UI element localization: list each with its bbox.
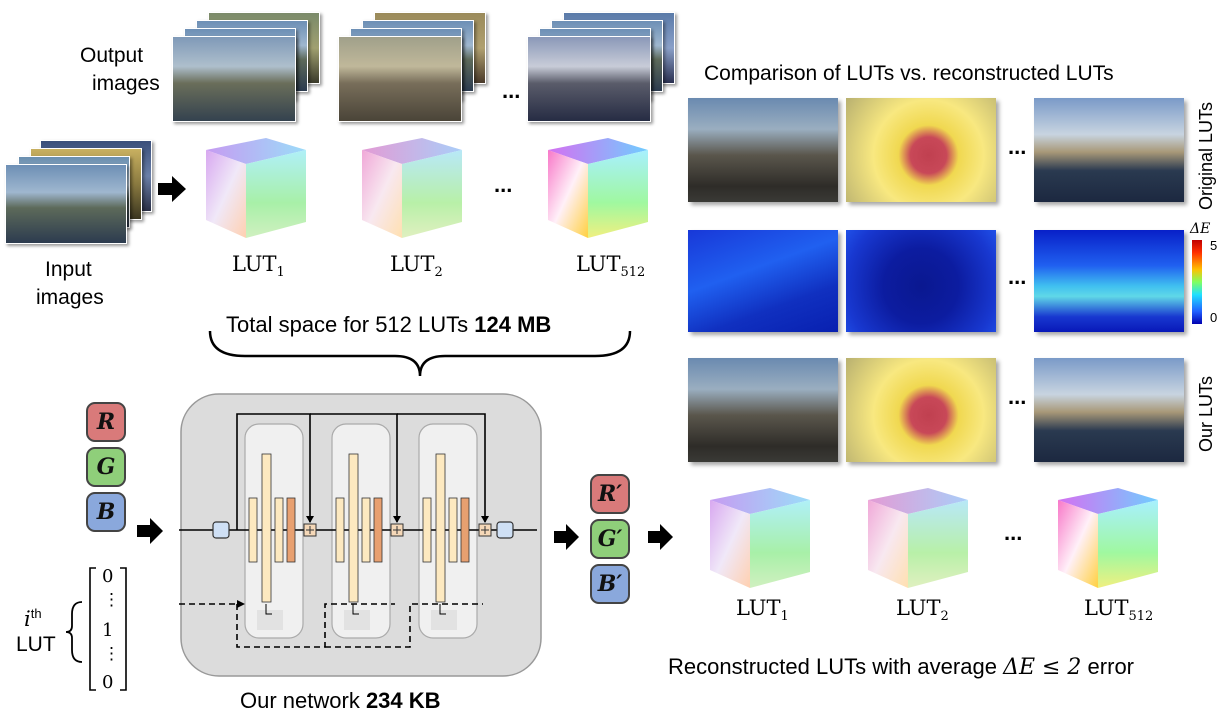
reconstructed-lut-label-1: LUT1	[736, 596, 789, 625]
ellipsis-original: ...	[1008, 134, 1027, 159]
network-caption: Our network 234 KB	[240, 688, 441, 713]
ellipsis-output: ...	[502, 78, 521, 103]
original-flower-image	[846, 98, 996, 202]
left-brace-icon	[65, 601, 83, 663]
arrow-right-icon	[137, 518, 163, 544]
output-image-stack-1	[172, 12, 322, 127]
ellipsis-reconstructed: ...	[1004, 520, 1023, 545]
lut-cube-512	[548, 138, 648, 238]
arrow-right-icon	[554, 524, 579, 550]
output-image-stack-512	[527, 12, 687, 127]
our-luts-label: Our LUTs	[1196, 375, 1216, 452]
delta-e-label: ΔE	[1190, 221, 1211, 237]
vector-entry-0-top: 0	[102, 566, 114, 587]
output-images-label-line1: Output	[80, 44, 144, 67]
r-input-box: R	[86, 402, 126, 442]
vector-dots-bottom: ⋮	[103, 644, 120, 664]
arrow-right-icon	[158, 176, 186, 202]
error-map-city	[1034, 230, 1184, 332]
original-city-image	[1034, 98, 1184, 202]
ellipsis-top-luts: ...	[494, 172, 513, 197]
arrow-right-icon	[648, 524, 673, 550]
lut-cube-2	[362, 138, 462, 238]
vector-brackets	[89, 567, 127, 691]
our-flower-image	[846, 358, 996, 462]
lut-word-label: LUT	[16, 633, 56, 656]
colorbar-max-label: 5	[1210, 238, 1218, 253]
our-city-image	[1034, 358, 1184, 462]
ellipsis-error: ...	[1008, 264, 1027, 289]
comparison-title: Comparison of LUTs vs. reconstructed LUT…	[704, 62, 1114, 85]
vector-entry-0-bottom: 0	[102, 672, 114, 693]
network-diagram	[179, 393, 542, 677]
error-map-flower	[846, 230, 996, 332]
curly-brace-icon	[208, 330, 632, 377]
ith-label: ith	[24, 606, 42, 631]
lut-label-1: LUT1	[232, 252, 285, 281]
original-luts-label: Original LUTs	[1196, 101, 1216, 210]
colorbar-min-label: 0	[1210, 310, 1218, 325]
lut-label-2: LUT2	[390, 252, 443, 281]
b-input-box: B	[86, 492, 126, 532]
reconstructed-lut-cube-512	[1058, 488, 1158, 588]
r-prime-output-box: R′	[590, 474, 630, 514]
input-images-label-line2: images	[36, 286, 104, 309]
vector-dots-top: ⋮	[103, 590, 120, 610]
g-prime-output-box: G′	[590, 519, 630, 559]
g-input-box: G	[86, 447, 126, 487]
lut-cube-1	[206, 138, 306, 238]
reconstructed-lut-cube-2	[868, 488, 968, 588]
ellipsis-ours: ...	[1008, 384, 1027, 409]
input-images-label-line1: Input	[45, 258, 92, 281]
input-image-stack	[0, 140, 152, 250]
error-map-car	[688, 230, 838, 332]
reconstructed-lut-label-512: LUT512	[1084, 596, 1154, 625]
vector-entry-1: 1	[102, 620, 114, 641]
output-image-stack-2	[338, 12, 488, 127]
original-car-image	[688, 98, 838, 202]
output-images-label-line2: images	[92, 72, 160, 95]
total-space-caption: Total space for 512 LUTs 124 MB	[226, 312, 552, 337]
reconstructed-lut-cube-1	[710, 488, 810, 588]
b-prime-output-box: B′	[590, 564, 630, 604]
reconstructed-lut-label-2: LUT2	[896, 596, 949, 625]
delta-e-colorbar	[1192, 240, 1202, 324]
our-car-image	[688, 358, 838, 462]
reconstructed-caption: Reconstructed LUTs with average ΔE ≤ 2 e…	[668, 654, 1134, 680]
lut-label-512: LUT512	[576, 252, 646, 281]
